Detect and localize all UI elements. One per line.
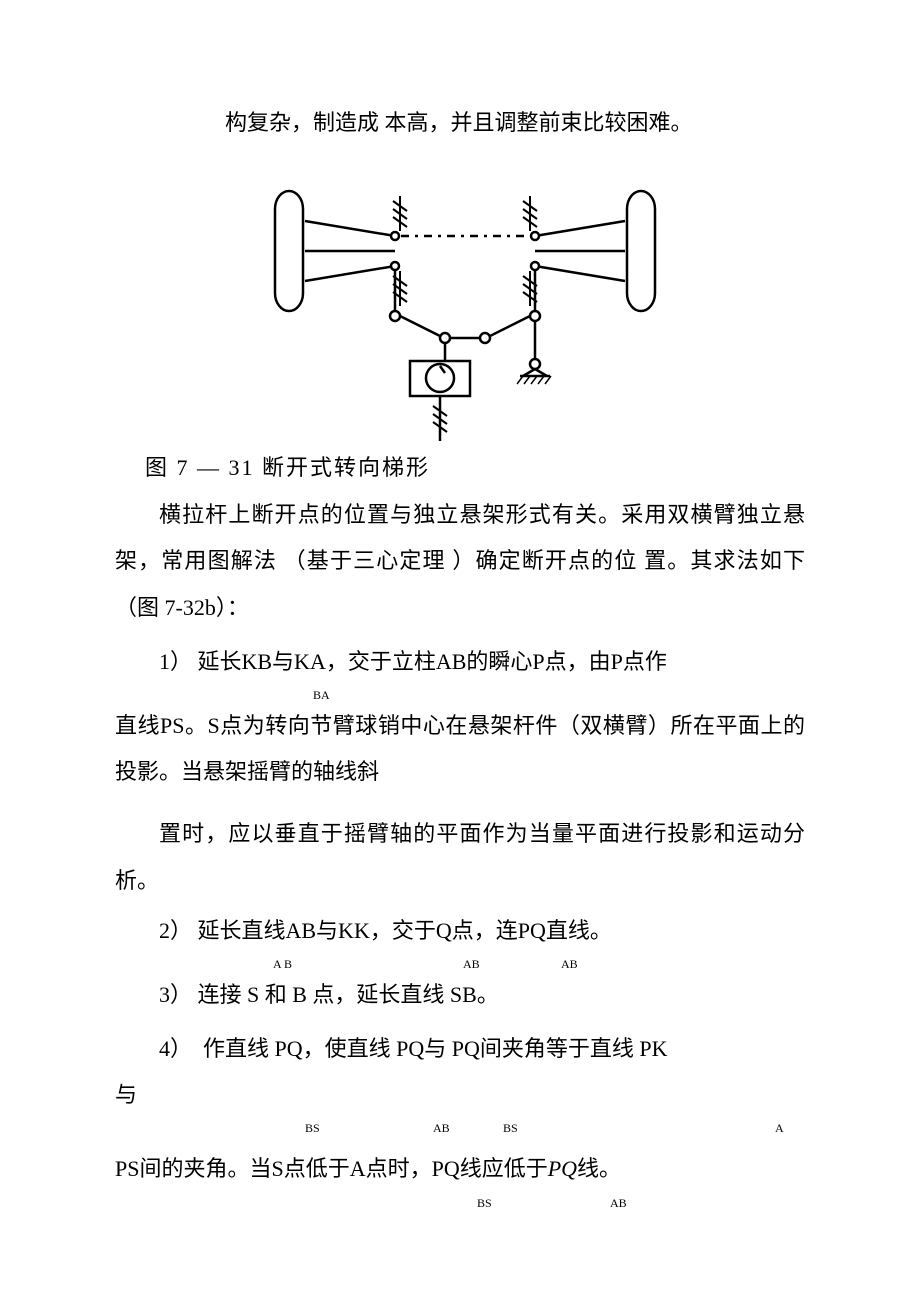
final-line: PS间的夹角。当S点低于A点时，PQ线应低于PQ线。 [115,1146,805,1192]
figure-7-31: 图 7 — 31 断开式转向梯形 [145,166,805,482]
top-paragraph: 构复杂，制造成 本高，并且调整前束比较困难。 [115,100,805,146]
sub-bs-final: BS [477,1197,492,1209]
sub-ab-final: AB [610,1197,627,1209]
figure-caption: 图 7 — 31 断开式转向梯形 [145,450,805,482]
sub-bs-2: BS [503,1122,518,1134]
list-item-1-line2: 直线PS。S点为转向节臂球销中心在悬架杆件（双横臂）所在平面上的投影。当悬架摇臂… [115,703,805,795]
list-item-4: 4） 作直线 PQ，使直线 PQ与 PQ间夹角等于直线 PK 与 [115,1026,805,1118]
list-item-4-subscripts: BS AB BS A [115,1122,805,1136]
list-item-1-line3: 置时，应以垂直于摇臂轴的平面作为当量平面进行投影和运动分析。 [115,811,805,903]
sub-ab-1: A B [273,958,292,970]
list-item-1-subscript: BA [115,689,805,703]
sub-bs-1: BS [305,1122,320,1134]
sub-ab-2: AB [463,958,480,970]
sub-ab-4: AB [433,1122,450,1134]
list-item-1-line1: 1） 延长KB与KA，交于立柱AB的瞬心P点，由P点作 [115,639,805,685]
list-item-2-subscripts: A B AB AB [115,958,805,972]
final-subscripts: BS AB [115,1197,805,1211]
list-item-3: 3） 连接 S 和 B 点，延长直线 SB。 [115,972,805,1018]
figure-diagram [265,166,665,446]
list-item-2: 2） 延长直线AB与KK，交于Q点，连PQ直线。 [115,908,805,954]
item4-text-b: 与 [115,1072,137,1118]
final-line-text: PS间的夹角。当S点低于A点时，PQ线应低于PQ线。 [115,1156,621,1181]
main-paragraph: 横拉杆上断开点的位置与独立悬架形式有关。采用双横臂独立悬架，常用图解法 （基于三… [115,492,805,631]
sub-a: A [775,1122,784,1134]
sub-ab-3: AB [561,958,578,970]
item4-text-a: 4） 作直线 PQ，使直线 PQ与 PQ间夹角等于直线 PK [159,1036,668,1061]
sub-ba: BA [313,689,330,701]
